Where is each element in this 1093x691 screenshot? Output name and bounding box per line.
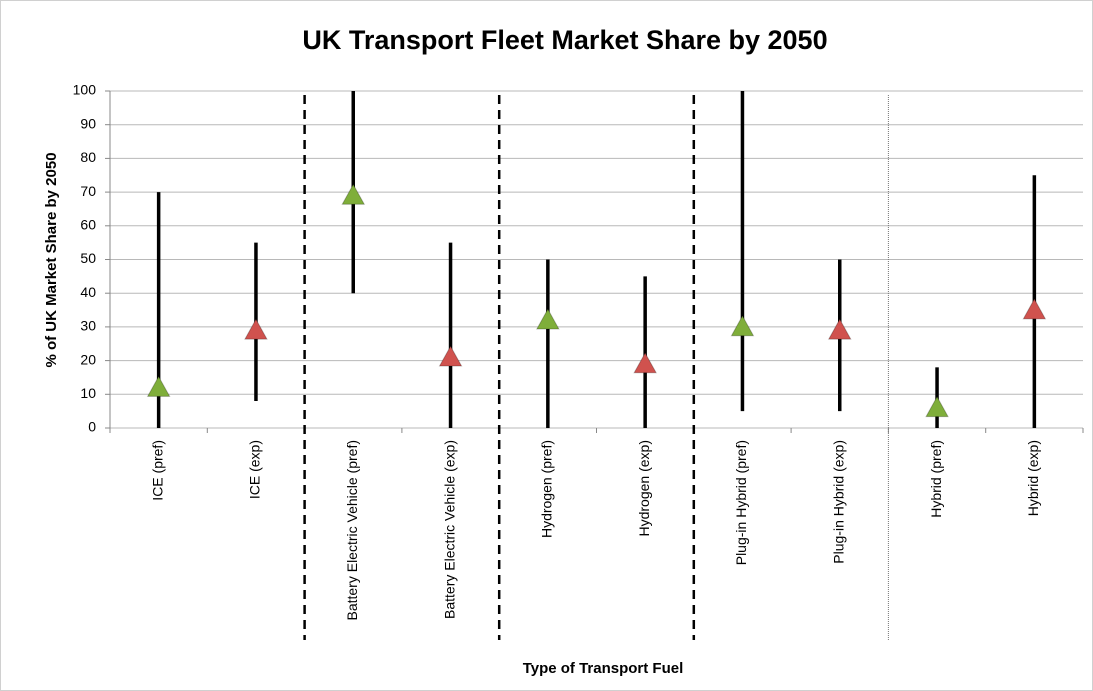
- y-axis-title: % of UK Market Share by 2050: [43, 152, 60, 367]
- y-tick-label: 60: [80, 217, 96, 233]
- x-tick-label: ICE (pref): [149, 440, 165, 501]
- y-tick-label: 70: [80, 183, 96, 199]
- y-tick-label: 20: [80, 351, 96, 367]
- marker: [925, 395, 949, 418]
- x-tick-label: ICE (exp): [247, 440, 263, 499]
- y-tick-label: 30: [80, 318, 96, 334]
- marker: [1022, 298, 1047, 320]
- marker: [536, 308, 560, 330]
- marker: [827, 318, 852, 340]
- y-tick-label: 40: [80, 284, 96, 300]
- y-tick-label: 80: [80, 149, 96, 165]
- marker: [341, 183, 366, 205]
- y-tick-label: 100: [73, 82, 97, 98]
- y-tick-label: 10: [80, 385, 96, 401]
- x-tick-label: Hybrid (pref): [928, 440, 944, 518]
- marker: [244, 318, 268, 340]
- marker: [633, 351, 657, 374]
- x-tick-label: Hydrogen (pref): [539, 440, 555, 538]
- y-tick-label: 50: [80, 250, 96, 266]
- x-tick-label: Battery Electric Vehicle (exp): [441, 440, 457, 619]
- marker: [730, 314, 755, 337]
- chart-title: UK Transport Fleet Market Share by 2050: [302, 25, 827, 55]
- x-tick-label: Hydrogen (exp): [636, 440, 652, 537]
- x-tick-label: Plug-in Hybrid (exp): [830, 440, 846, 564]
- y-tick-label: 0: [88, 419, 96, 435]
- y-tick-label: 90: [80, 115, 96, 131]
- x-axis-title: Type of Transport Fuel: [523, 660, 684, 677]
- x-tick-label: Battery Electric Vehicle (pref): [344, 440, 360, 621]
- marker: [438, 345, 463, 367]
- x-tick-label: Hybrid (exp): [1025, 440, 1041, 516]
- x-tick-label: Plug-in Hybrid (pref): [733, 440, 749, 565]
- marker: [146, 375, 171, 397]
